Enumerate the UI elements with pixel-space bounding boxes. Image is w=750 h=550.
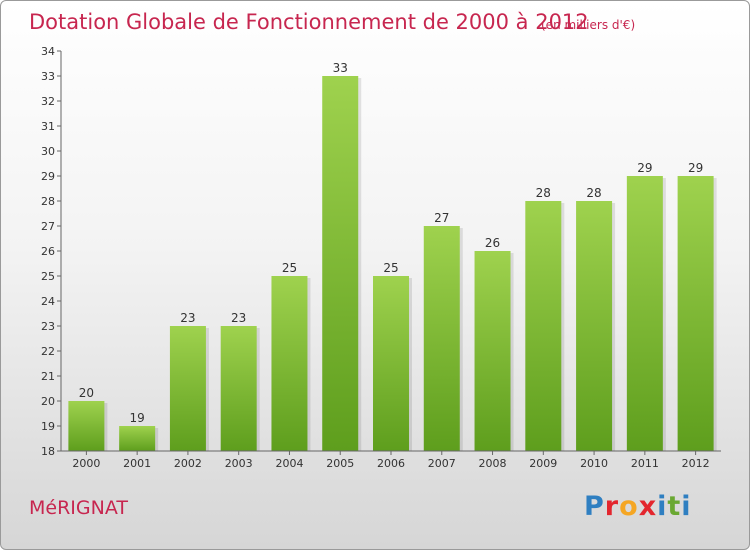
y-tick-label: 19 [41, 420, 55, 433]
bar-2002 [169, 326, 206, 451]
y-tick-label: 21 [41, 370, 55, 383]
proxiti-logo: Proxiti [584, 491, 692, 522]
bar-value-label: 28 [536, 186, 551, 200]
x-tick-label: 2010 [580, 457, 608, 470]
x-tick-label: 2011 [631, 457, 659, 470]
x-tick-label: 2000 [72, 457, 100, 470]
y-tick-label: 20 [41, 395, 55, 408]
bar-value-label: 27 [434, 211, 449, 225]
x-tick-label: 2005 [326, 457, 354, 470]
x-tick-label: 2009 [529, 457, 557, 470]
y-tick-label: 34 [41, 45, 55, 58]
bar-2011 [626, 176, 663, 451]
bar-2001 [119, 426, 156, 451]
bar-2012 [677, 176, 714, 451]
y-tick-label: 22 [41, 345, 55, 358]
bar-value-label: 28 [586, 186, 601, 200]
bar-value-label: 25 [282, 261, 297, 275]
logo-letter: P [584, 491, 605, 522]
bar-value-label: 20 [79, 386, 94, 400]
commune-name: MéRIGNAT [29, 497, 128, 519]
logo-letter: t [667, 491, 682, 522]
x-tick-label: 2006 [377, 457, 405, 470]
bar-value-label: 33 [333, 61, 348, 75]
logo-letter: x [638, 491, 658, 522]
y-tick-label: 33 [41, 70, 55, 83]
bar-2000 [68, 401, 105, 451]
x-tick-label: 2001 [123, 457, 151, 470]
y-tick-label: 30 [41, 145, 55, 158]
x-tick-label: 2002 [174, 457, 202, 470]
bar-2009 [525, 201, 562, 451]
y-tick-label: 29 [41, 170, 55, 183]
unit-note: (en milliers d'€) [541, 18, 636, 32]
x-tick-label: 2003 [225, 457, 253, 470]
logo-letter: r [604, 491, 620, 522]
chart-title: Dotation Globale de Fonctionnement de 20… [29, 10, 589, 34]
bar-value-label: 23 [231, 311, 246, 325]
y-tick-label: 32 [41, 95, 55, 108]
logo-letter: i [657, 491, 668, 522]
bar-value-label: 26 [485, 236, 500, 250]
bar-value-label: 23 [180, 311, 195, 325]
bar-2005 [322, 76, 359, 451]
bar-2007 [423, 226, 460, 451]
bar-2010 [576, 201, 613, 451]
y-tick-label: 27 [41, 220, 55, 233]
logo-letter: i [681, 491, 692, 522]
x-tick-label: 2008 [479, 457, 507, 470]
x-tick-label: 2012 [682, 457, 710, 470]
y-tick-label: 31 [41, 120, 55, 133]
bar-2008 [474, 251, 511, 451]
y-tick-label: 25 [41, 270, 55, 283]
y-tick-label: 18 [41, 445, 55, 458]
x-tick-label: 2004 [275, 457, 303, 470]
y-tick-label: 28 [41, 195, 55, 208]
bar-value-label: 29 [637, 161, 652, 175]
y-tick-label: 23 [41, 320, 55, 333]
bar-2003 [220, 326, 257, 451]
y-tick-label: 26 [41, 245, 55, 258]
bar-value-label: 25 [383, 261, 398, 275]
bar-value-label: 29 [688, 161, 703, 175]
bar-2004 [271, 276, 308, 451]
y-tick-label: 24 [41, 295, 55, 308]
bar-value-label: 19 [130, 411, 145, 425]
logo-letter: o [619, 491, 639, 522]
x-tick-label: 2007 [428, 457, 456, 470]
bar-2006 [373, 276, 409, 451]
